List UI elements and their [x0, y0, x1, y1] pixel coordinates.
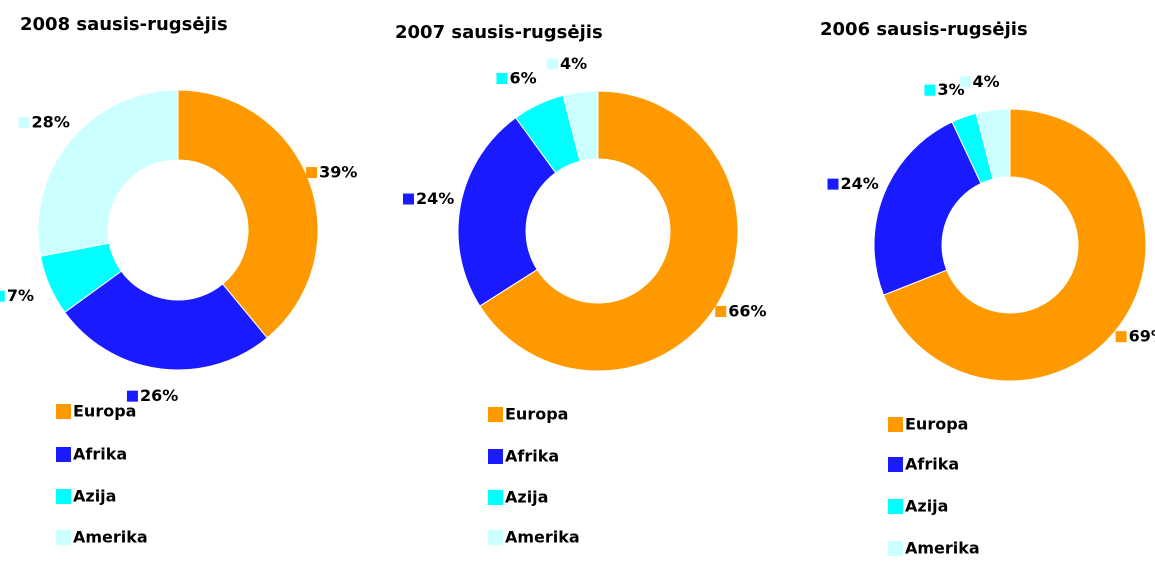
- donut-slice: [37, 89, 179, 257]
- legend-label: Azija: [905, 497, 948, 516]
- legend-key: [888, 417, 903, 432]
- data-label: 26%: [140, 386, 178, 405]
- data-label: 69%: [1129, 327, 1155, 346]
- legend-key: [888, 499, 903, 514]
- legend-label: Afrika: [905, 455, 959, 474]
- legend-key: [488, 530, 503, 545]
- label-key: [0, 290, 5, 302]
- legend-key: [488, 449, 503, 464]
- chart-title: 2007 sausis-rugsėjis: [395, 22, 603, 43]
- legend-label: Europa: [505, 405, 568, 424]
- legend-key: [56, 404, 71, 419]
- chart-title: 2008 sausis-rugsėjis: [20, 14, 228, 35]
- chart-title: 2006 sausis-rugsėjis: [820, 19, 1028, 40]
- donut-slice: [873, 121, 982, 296]
- label-key: [827, 178, 839, 190]
- donut-slice: [177, 89, 319, 339]
- donut-slice: [479, 90, 739, 372]
- label-key: [306, 167, 318, 179]
- label-key: [959, 76, 971, 88]
- data-label: 66%: [728, 301, 766, 320]
- label-key: [18, 116, 30, 128]
- legend-key: [56, 489, 71, 504]
- legend-label: Amerika: [505, 528, 580, 547]
- legend-key: [888, 541, 903, 556]
- legend-key: [888, 457, 903, 472]
- label-key: [402, 193, 414, 205]
- label-key: [715, 305, 727, 317]
- legend-label: Europa: [905, 415, 968, 434]
- legend-label: Afrika: [505, 447, 559, 466]
- label-key: [546, 58, 558, 70]
- label-key: [496, 72, 508, 84]
- data-label: 39%: [319, 163, 357, 182]
- legend-label: Afrika: [73, 445, 127, 464]
- donut-slice: [457, 117, 557, 307]
- legend-key: [488, 490, 503, 505]
- data-label: 24%: [841, 174, 879, 193]
- legend-label: Amerika: [73, 528, 148, 547]
- data-label: 24%: [416, 189, 454, 208]
- data-label: 28%: [32, 112, 70, 131]
- data-label: 4%: [560, 54, 587, 73]
- donut-slice: [882, 108, 1147, 382]
- legend-label: Azija: [73, 487, 116, 506]
- legend-key: [56, 447, 71, 462]
- data-label: 6%: [509, 68, 536, 87]
- legend-key: [488, 407, 503, 422]
- data-label: 4%: [972, 72, 999, 91]
- legend-label: Amerika: [905, 539, 980, 558]
- data-label: 7%: [7, 286, 34, 305]
- label-key: [1115, 331, 1127, 343]
- legend-key: [56, 530, 71, 545]
- legend-label: Azija: [505, 488, 548, 507]
- donut-slice: [562, 90, 599, 162]
- donut-slice: [975, 108, 1011, 180]
- donut-slice: [64, 270, 268, 371]
- label-key: [126, 390, 138, 402]
- label-key: [924, 84, 936, 96]
- data-label: 3%: [937, 80, 964, 99]
- legend-label: Europa: [73, 402, 136, 421]
